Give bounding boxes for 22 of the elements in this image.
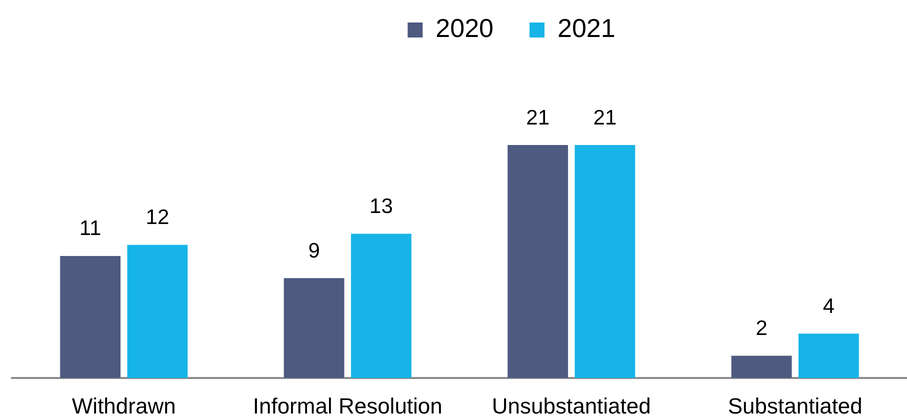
data-label: 13 bbox=[370, 195, 393, 218]
bar bbox=[508, 145, 568, 378]
bar bbox=[284, 278, 344, 378]
data-label: 9 bbox=[308, 239, 320, 262]
data-label: 2 bbox=[756, 317, 768, 340]
x-tick-label: Substantiated bbox=[728, 393, 862, 418]
bar bbox=[127, 244, 188, 378]
bar bbox=[350, 234, 412, 378]
data-label: 11 bbox=[79, 217, 102, 240]
bar bbox=[798, 334, 859, 378]
legend-label: 2021 bbox=[558, 13, 616, 44]
x-tick-label: Informal Resolution bbox=[252, 393, 442, 418]
x-tick-label: Withdrawn bbox=[72, 393, 176, 418]
data-label: 21 bbox=[593, 106, 617, 130]
bar bbox=[731, 356, 792, 378]
x-tick-label: Unsubstantiated bbox=[492, 393, 651, 418]
data-label: 12 bbox=[146, 206, 170, 230]
data-label: 4 bbox=[822, 294, 835, 318]
bar bbox=[60, 256, 121, 378]
bar bbox=[574, 145, 636, 378]
data-label: 21 bbox=[526, 106, 550, 130]
legend-label: 2020 bbox=[436, 13, 494, 44]
